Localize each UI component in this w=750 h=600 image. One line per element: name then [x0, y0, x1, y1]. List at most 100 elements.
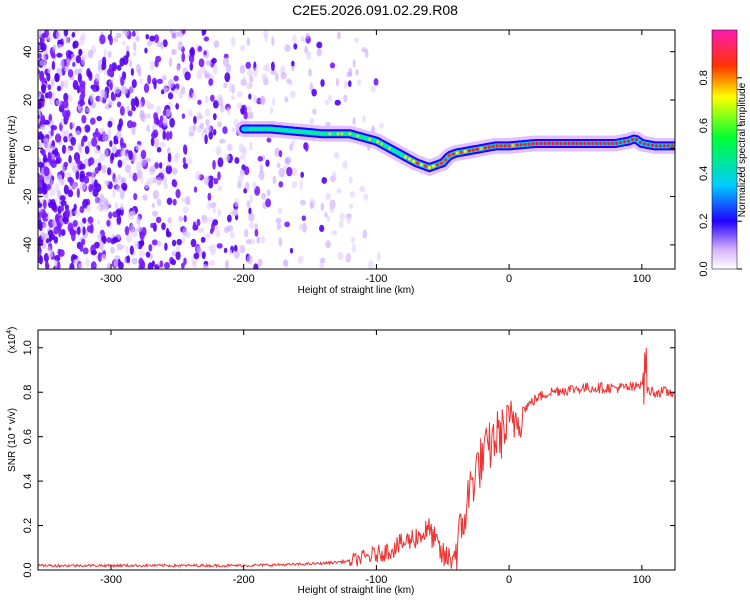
noise-blob	[201, 251, 206, 260]
noise-blob	[247, 111, 254, 120]
noise-blob	[88, 184, 94, 193]
noise-blob	[361, 47, 367, 53]
ridge-core-mark	[491, 144, 495, 148]
ridge-core-mark	[535, 141, 539, 146]
noise-blob	[278, 181, 284, 188]
noise-blob	[326, 215, 331, 223]
ridge-core-mark	[503, 144, 507, 148]
noise-blob	[239, 154, 246, 160]
noise-blob	[149, 35, 156, 42]
noise-blob	[133, 193, 138, 201]
noise-blob	[182, 226, 188, 237]
noise-blob	[212, 159, 216, 170]
noise-blob	[107, 128, 112, 139]
noise-blob	[78, 106, 84, 113]
colorbar-tick-label: 0.6	[698, 118, 710, 133]
spectrogram-x-ticks: -300 -200 -100 0 100	[100, 30, 651, 285]
noise-blob	[246, 200, 251, 208]
noise-blob	[208, 179, 214, 189]
noise-blob	[299, 180, 303, 191]
noise-blob	[119, 105, 125, 116]
ridge-core-mark	[400, 153, 404, 157]
noise-blob	[40, 234, 46, 241]
noise-blob	[119, 202, 124, 211]
noise-blob	[70, 136, 77, 146]
noise-blob	[80, 138, 85, 147]
noise-blob	[111, 145, 117, 153]
spectrogram-noise-layer	[38, 30, 385, 269]
noise-blob	[56, 52, 63, 58]
noise-blob	[283, 259, 289, 267]
noise-blob	[79, 163, 86, 170]
noise-blob	[320, 202, 325, 211]
noise-blob	[57, 174, 63, 183]
noise-blob	[175, 251, 181, 261]
noise-blob	[88, 157, 95, 166]
noise-blob	[286, 78, 292, 84]
noise-blob	[46, 72, 51, 82]
noise-blob	[131, 30, 136, 37]
colorbar-ticks: 0.0 0.2 0.4 0.6 0.8	[698, 70, 742, 277]
noise-blob	[116, 64, 122, 71]
x-tick-label: -200	[233, 273, 255, 285]
noise-blob	[205, 119, 210, 126]
noise-blob	[257, 155, 264, 162]
ridge-core-mark	[288, 129, 292, 133]
noise-blob	[270, 68, 277, 75]
noise-blob	[156, 146, 162, 153]
noise-blob	[213, 177, 219, 185]
noise-blob	[193, 115, 197, 125]
ridge-core-mark	[248, 127, 252, 131]
ridge-core-mark	[372, 138, 376, 142]
noise-blob	[175, 188, 181, 199]
noise-blob	[193, 186, 198, 193]
noise-blob	[107, 50, 112, 58]
noise-blob	[96, 232, 102, 241]
noise-blob	[109, 82, 113, 91]
ridge-core-mark	[280, 128, 284, 132]
noise-blob	[107, 120, 113, 128]
noise-blob	[75, 154, 81, 165]
noise-blob	[89, 117, 96, 125]
noise-blob	[124, 164, 131, 173]
noise-blob	[363, 193, 369, 201]
noise-blob	[379, 122, 385, 129]
noise-blob	[169, 130, 173, 140]
noise-blob	[235, 252, 239, 260]
noise-blob	[63, 92, 69, 102]
noise-blob	[212, 128, 217, 136]
noise-blob	[55, 99, 62, 106]
ridge-core-mark	[260, 127, 264, 131]
noise-blob	[102, 132, 108, 143]
x-tick-label: -300	[100, 273, 122, 285]
x-tick-label: -100	[365, 574, 387, 586]
noise-blob	[69, 262, 75, 269]
noise-blob	[43, 199, 47, 210]
noise-blob	[345, 254, 350, 264]
noise-blob	[147, 262, 154, 269]
noise-blob	[186, 158, 193, 165]
noise-blob	[324, 99, 330, 106]
noise-blob	[291, 167, 298, 177]
noise-blob	[204, 95, 209, 104]
noise-blob	[260, 235, 266, 244]
noise-blob	[38, 255, 44, 265]
noise-blob	[222, 57, 230, 67]
noise-blob	[110, 93, 117, 102]
noise-blob	[103, 149, 109, 158]
noise-blob	[297, 255, 304, 264]
noise-blob	[248, 141, 253, 152]
noise-blob	[171, 239, 177, 247]
noise-blob	[41, 179, 45, 189]
noise-blob	[182, 144, 187, 155]
noise-blob	[188, 53, 195, 64]
ridge-core-mark	[388, 146, 392, 150]
noise-blob	[73, 68, 80, 76]
noise-blob	[174, 87, 179, 94]
noise-blob	[154, 59, 159, 68]
ridge-core-mark	[599, 141, 603, 146]
noise-blob	[212, 100, 219, 109]
noise-blob	[239, 44, 246, 52]
ridge-core-mark	[320, 132, 324, 136]
